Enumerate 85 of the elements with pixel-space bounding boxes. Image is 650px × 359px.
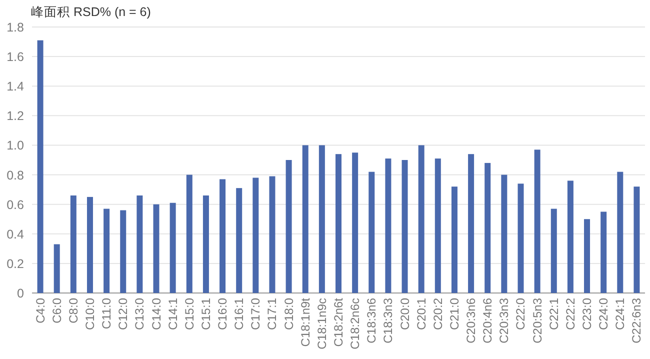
bar bbox=[368, 172, 375, 293]
bar bbox=[86, 196, 93, 293]
bar bbox=[501, 174, 508, 293]
x-tick-label: C17:1 bbox=[265, 298, 280, 330]
bar bbox=[484, 162, 491, 293]
x-tick-label: C4:0 bbox=[33, 298, 48, 324]
bar bbox=[170, 202, 176, 293]
x-tick-label: C18:1n9t bbox=[298, 297, 312, 347]
bar bbox=[202, 195, 209, 293]
bar bbox=[434, 158, 441, 293]
x-tick-label: C14:0 bbox=[149, 298, 164, 330]
x-tick-label: C10:0 bbox=[82, 298, 97, 330]
x-tick-label: C20:1 bbox=[414, 298, 428, 330]
x-tick-label: C22:2 bbox=[563, 298, 578, 330]
x-tick-label: C23:0 bbox=[580, 298, 594, 330]
x-tick-label: C12:0 bbox=[116, 298, 130, 330]
y-tick-label: 1.4 bbox=[6, 80, 24, 94]
x-tick-label: C18:3n3 bbox=[381, 298, 396, 344]
bar bbox=[37, 40, 44, 293]
x-tick-label: C18:3n6 bbox=[364, 298, 379, 344]
x-tick-label: C14:1 bbox=[166, 298, 180, 330]
x-tick-label: C22:1 bbox=[546, 298, 561, 330]
x-tick-label: C11:0 bbox=[100, 298, 114, 330]
x-tick-label: C21:0 bbox=[447, 298, 462, 330]
bar bbox=[120, 210, 126, 293]
x-tick-label: C15:0 bbox=[182, 298, 196, 330]
bar bbox=[567, 180, 574, 293]
y-tick-label: 0.8 bbox=[6, 168, 24, 182]
x-tick-label: C16:1 bbox=[232, 298, 246, 330]
bar bbox=[402, 160, 408, 293]
bar bbox=[336, 154, 342, 293]
y-tick-label: 0.6 bbox=[6, 198, 24, 212]
x-tick-label: C20:3n6 bbox=[464, 298, 478, 344]
x-tick-label: C24:1 bbox=[613, 298, 628, 330]
bar bbox=[352, 152, 358, 293]
x-tick-label: C8:0 bbox=[66, 298, 80, 324]
y-tick-label: 1.8 bbox=[6, 20, 24, 34]
x-tick-label: C16:0 bbox=[216, 298, 230, 330]
bar bbox=[252, 178, 259, 293]
bar bbox=[318, 145, 325, 293]
x-tick-label: C18:2n6c bbox=[348, 298, 362, 350]
bar bbox=[600, 212, 607, 293]
bar bbox=[186, 174, 192, 293]
y-tick-label: 1.6 bbox=[6, 50, 24, 64]
bar bbox=[634, 186, 640, 293]
x-tick-label: C20:3n3 bbox=[497, 298, 512, 344]
y-axis-title: 峰面积 RSD% (n = 6) bbox=[31, 5, 151, 19]
bar bbox=[302, 145, 308, 293]
x-tick-label: C13:0 bbox=[132, 298, 147, 330]
x-tick-label: C18:2n6t bbox=[332, 297, 346, 347]
bar bbox=[550, 208, 557, 293]
x-tick-label: C17:0 bbox=[248, 298, 263, 330]
y-tick-label: 0 bbox=[17, 286, 24, 300]
bar bbox=[584, 219, 590, 293]
bar bbox=[54, 244, 60, 293]
bar bbox=[468, 154, 474, 293]
x-tick-label: C20:4n6 bbox=[480, 298, 495, 344]
bar bbox=[236, 188, 242, 293]
bar bbox=[70, 195, 76, 293]
bar bbox=[451, 186, 458, 293]
y-tick-label: 0.2 bbox=[6, 256, 24, 271]
bar bbox=[418, 145, 424, 293]
bar bbox=[534, 150, 540, 293]
x-tick-label: C22:0 bbox=[514, 298, 528, 330]
y-tick-label: 1.0 bbox=[6, 138, 24, 153]
bar bbox=[385, 158, 392, 293]
x-tick-label: C6:0 bbox=[50, 298, 64, 324]
bar bbox=[153, 204, 160, 293]
y-tick-label: 1.2 bbox=[6, 109, 24, 124]
x-tick-label: C15:1 bbox=[198, 298, 213, 330]
x-tick-label: C20:5n3 bbox=[530, 298, 544, 344]
x-tick-label: C18:0 bbox=[282, 298, 296, 330]
bar bbox=[220, 179, 226, 293]
bar bbox=[104, 208, 110, 293]
x-tick-label: C20:2 bbox=[430, 298, 445, 330]
x-tick-label: C22:6n3 bbox=[630, 298, 644, 344]
x-tick-label: C18:1n9c bbox=[314, 298, 329, 350]
bar bbox=[617, 172, 624, 293]
bar bbox=[518, 184, 524, 293]
y-tick-label: 0.4 bbox=[6, 227, 24, 242]
x-tick-label: C24:0 bbox=[596, 298, 611, 330]
bar bbox=[269, 176, 276, 293]
bar bbox=[286, 160, 292, 293]
x-tick-label: C20:0 bbox=[398, 298, 412, 330]
bar bbox=[136, 195, 143, 293]
